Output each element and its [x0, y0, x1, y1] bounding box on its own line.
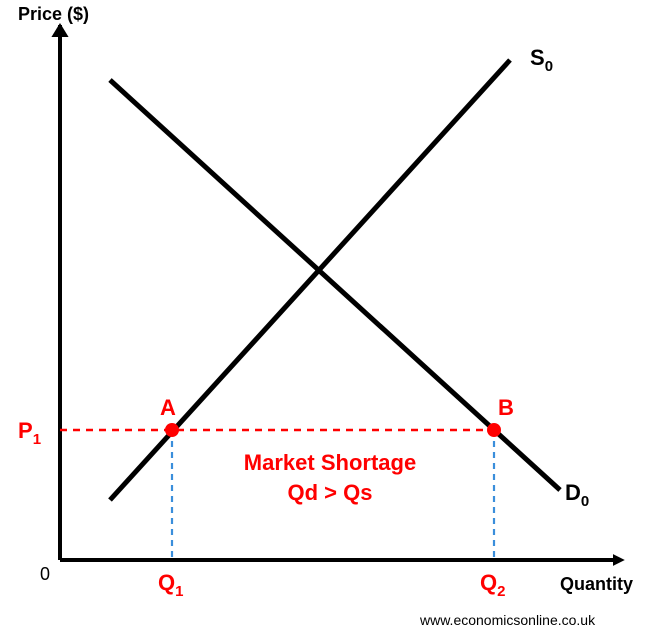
- point-b-label: B: [498, 395, 514, 420]
- shortage-text-line2: Qd > Qs: [288, 480, 373, 505]
- supply-demand-diagram: A B Price ($) Quantity 0 S0 D0 P1 Q1 Q2 Market Sho…: [0, 0, 650, 635]
- point-a-label: A: [160, 395, 176, 420]
- point-a: [165, 423, 179, 437]
- demand-label: D0: [565, 480, 589, 510]
- supply-label: S0: [530, 45, 553, 75]
- y-axis-arrow: [51, 23, 68, 37]
- origin-label: 0: [40, 564, 50, 584]
- y-axis-label: Price ($): [18, 4, 89, 24]
- site-credit: www.economicsonline.co.uk: [419, 612, 596, 628]
- point-b: [487, 423, 501, 437]
- x-axis-label: Quantity: [560, 574, 633, 594]
- price-label: P1: [18, 418, 41, 448]
- q1-label: Q1: [158, 570, 183, 600]
- q2-label: Q2: [480, 570, 505, 600]
- chart-svg: A B Price ($) Quantity 0 S0 D0 P1 Q1 Q2 Market Sho…: [0, 0, 650, 635]
- shortage-text-line1: Market Shortage: [244, 450, 416, 475]
